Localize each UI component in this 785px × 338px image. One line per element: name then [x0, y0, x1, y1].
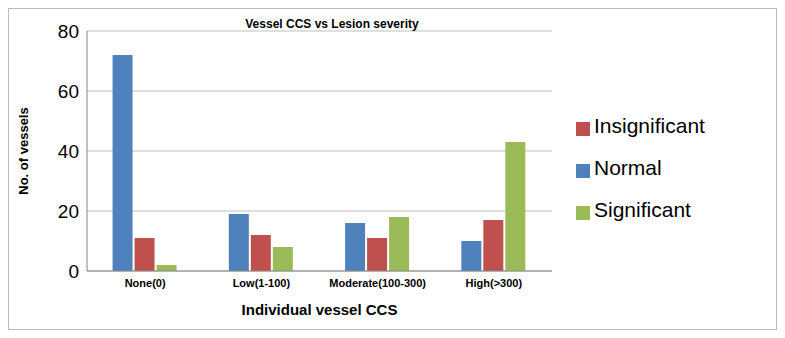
svg-text:40: 40: [58, 141, 79, 162]
svg-text:60: 60: [58, 81, 79, 102]
html-text:Normal: Normal: [594, 156, 662, 179]
svg-text:None(0): None(0): [125, 277, 166, 289]
html-text:Vessel CCS vs Lesion severity: Vessel CCS vs Lesion severity: [245, 17, 419, 31]
svg-text:Individual vessel CCS: Individual vessel CCS: [242, 301, 398, 318]
svg-text:Low(1-100): Low(1-100): [233, 277, 291, 289]
html-text:Insignificant: Insignificant: [594, 114, 705, 137]
svg-text:0: 0: [68, 261, 79, 282]
html-text:Significant: Significant: [594, 198, 691, 221]
svg-text:High(>300): High(>300): [466, 277, 523, 289]
svg-text:No. of vessels: No. of vessels: [16, 107, 31, 194]
svg-text:80: 80: [58, 21, 79, 42]
svg-text:20: 20: [58, 201, 79, 222]
svg-text:Moderate(100-300): Moderate(100-300): [329, 277, 426, 289]
